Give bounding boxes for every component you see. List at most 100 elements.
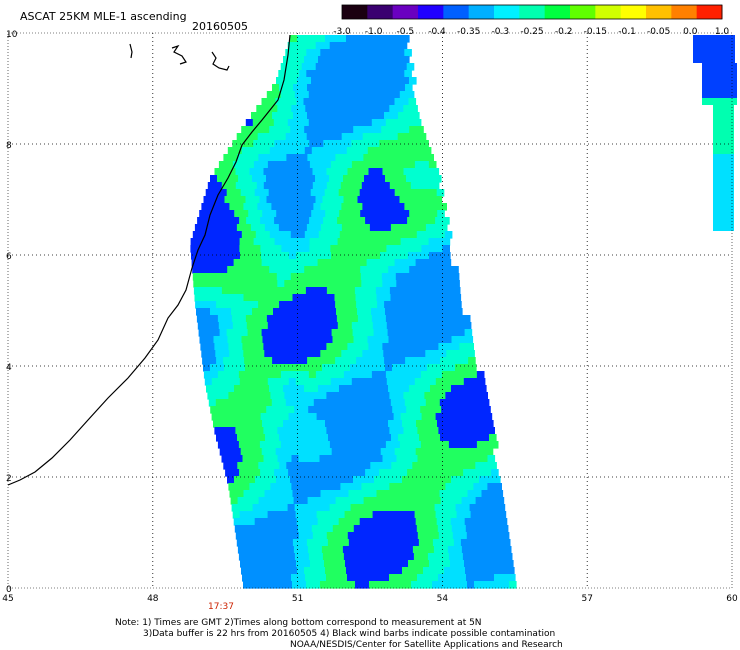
swath-cell [290,420,298,428]
swath-cell [346,231,355,239]
swath-cell [325,231,334,239]
swath-cell [340,532,349,540]
swath-cell [292,490,301,498]
swath-cell [384,84,392,92]
swath-cell [250,399,259,407]
swath-cell [364,364,372,372]
swath-cell [253,245,261,253]
swath-cell [445,455,454,463]
swath-cell [337,238,346,246]
swath-cell [428,217,436,225]
swath-cell [264,490,273,498]
swath-cell [360,567,368,575]
swath-cell [266,553,275,561]
swath-cell [388,266,396,274]
swath-cell [377,112,385,120]
swath-cell [319,182,328,190]
swath-cell [434,371,443,379]
swath-cell [357,315,366,323]
swath-cell [381,231,390,239]
swath-cell [242,182,251,190]
swath-cell [415,329,424,337]
swath-cell [391,84,399,92]
swath-cell [252,175,260,183]
swath-cell [260,413,269,421]
swath-cell [361,182,370,190]
swath-cell [373,98,382,106]
swath-cell [409,336,418,344]
swath-cell [287,315,296,323]
swath-cell [348,133,357,141]
swath-cell [198,329,207,337]
colorbar-labels: -3.0 -1.0 -0.5 -0.4 -0.35 -0.3 -0.25 -0.… [333,27,729,37]
swath-cell [235,455,244,463]
swath-cell [333,455,342,463]
swath-cell [290,273,299,281]
swath-cell [325,126,333,134]
swath-cell [401,189,410,197]
swath-cell [413,315,422,323]
swath-cell [376,70,384,78]
swath-cell [350,406,358,414]
swath-cell [713,126,720,133]
swath-cell [232,161,241,169]
swath-cell [315,63,324,71]
swath-cell [396,483,404,491]
swath-cell [279,357,287,365]
swath-cell [299,581,307,589]
swath-cell [361,427,369,435]
swath-cell [408,518,417,526]
swath-cell [322,406,330,414]
swath-cell [271,294,280,302]
swath-cell [434,406,442,414]
swath-cell [727,224,734,231]
swath-cell [298,574,306,582]
swath-cell [405,497,414,505]
swath-cell [256,455,265,463]
map-title: ASCAT 25KM MLE-1 ascending [20,10,187,23]
swath-cell [265,154,273,162]
swath-cell [361,532,370,540]
swath-cell [264,203,272,211]
swath-cell [291,392,299,400]
swath-cell [431,574,439,582]
swath-cell [311,273,320,281]
swath-cell [353,476,361,484]
swath-cell [350,364,358,372]
swath-cell [241,525,250,533]
swath-cell [398,301,406,309]
swath-cell [239,245,247,253]
swath-cell [310,518,319,526]
swath-cell [296,252,304,260]
colorbar-frame [341,4,723,20]
swath-cell [285,224,294,232]
swath-cell [426,154,434,162]
swath-cell [375,427,383,435]
swath-cell [315,441,324,449]
swath-cell [225,238,234,246]
swath-cell [349,301,357,309]
swath-cell [383,224,392,232]
swath-cell [224,371,233,379]
swath-cell [340,182,349,190]
swath-cell [278,224,287,232]
swath-cell [446,490,455,498]
swath-cell [306,49,314,57]
swath-cell [339,210,347,218]
swath-cell [213,210,221,218]
swath-cell [412,112,420,120]
swath-cell [502,539,511,547]
swath-cell [368,105,376,113]
swath-cell [386,413,395,421]
swath-cell [229,399,238,407]
swath-cell [337,469,345,477]
swath-cell [353,231,362,239]
swath-cell [367,273,376,281]
swath-cell [400,511,409,519]
swath-cell [464,448,473,456]
swath-cell [373,189,382,197]
island-outline [171,44,187,65]
swath-cell [298,168,307,176]
swath-cell [233,189,242,197]
swath-cell [376,294,385,302]
